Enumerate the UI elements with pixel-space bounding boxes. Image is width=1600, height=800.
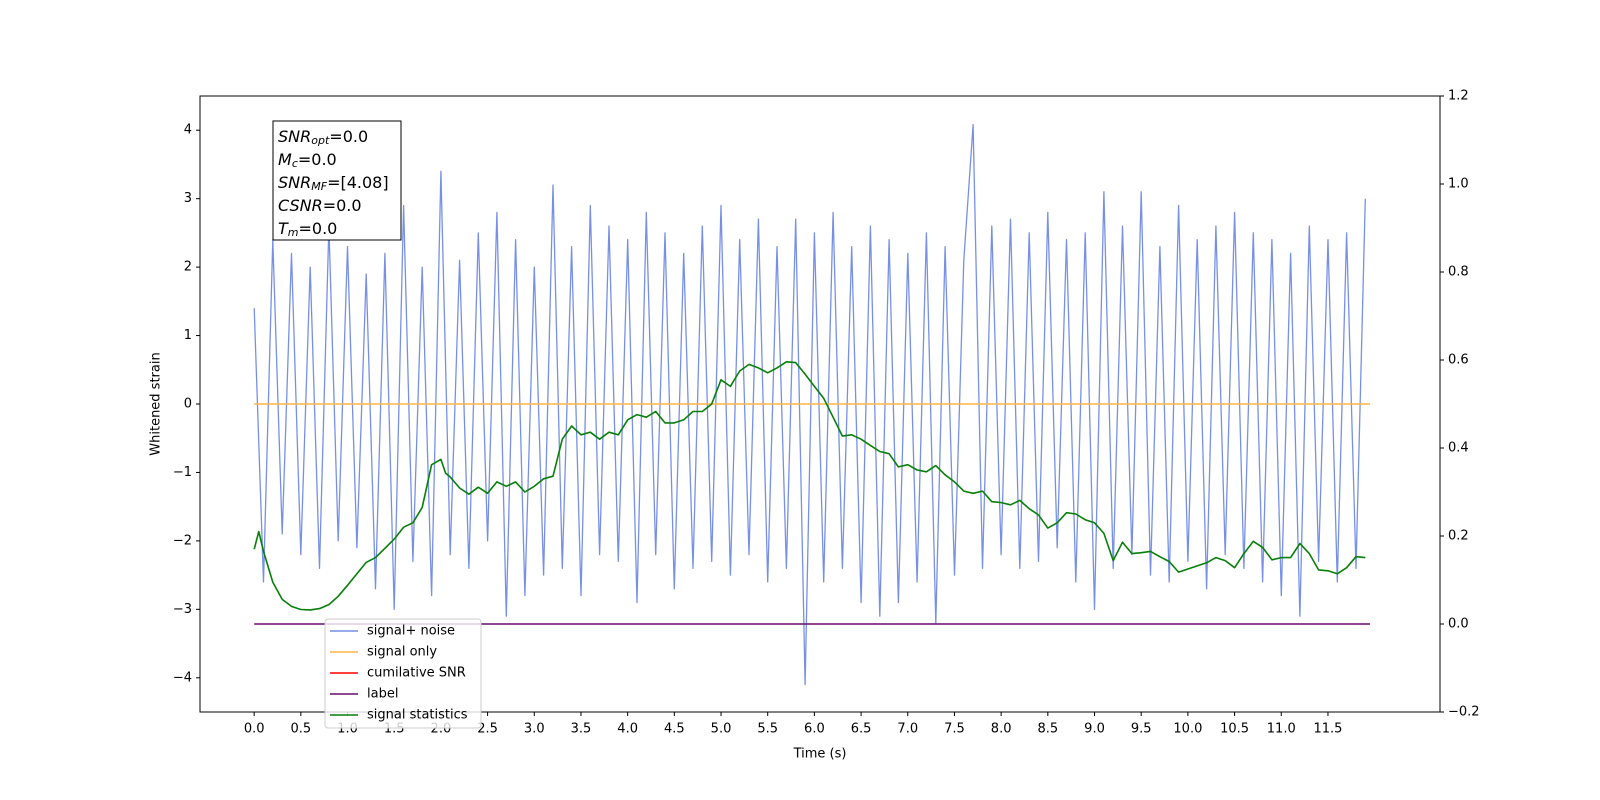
x-tick-label: 11.0 — [1267, 722, 1296, 737]
x-tick-label: 7.5 — [944, 722, 965, 737]
annotation-subscript: MF — [311, 180, 327, 193]
y-tick-label: −1 — [173, 465, 192, 480]
annotation: CSNR=0.0 — [278, 196, 362, 215]
x-tick-label: 9.5 — [1131, 722, 1152, 737]
annotation-subscript: c — [292, 157, 298, 170]
x-tick-label: 8.0 — [991, 722, 1012, 737]
legend-label: signal only — [367, 645, 437, 660]
y2-tick-label: −0.2 — [1448, 705, 1480, 720]
annotation-value: =0.0 — [298, 150, 337, 169]
x-tick-label: 6.5 — [851, 722, 872, 737]
legend-frame — [324, 618, 482, 729]
y2-tick-label: 0.6 — [1448, 353, 1469, 368]
annotation-value: =0.0 — [329, 127, 368, 146]
legend-label: signal statistics — [367, 708, 468, 723]
x-tick-label: 0.0 — [244, 722, 265, 737]
y-tick-label: −4 — [173, 670, 192, 685]
annotation-value: =[4.08] — [327, 173, 389, 192]
x-tick-label: 9.0 — [1084, 722, 1105, 737]
x-tick-label: 4.5 — [664, 722, 685, 737]
x-tick-label: 11.5 — [1313, 722, 1342, 737]
y2-tick-label: 1.2 — [1448, 89, 1469, 104]
y2-tick-label: 0.4 — [1448, 441, 1469, 456]
annotation: Tm=0.0 — [278, 219, 337, 240]
x-tick-label: 5.0 — [711, 722, 732, 737]
y2-tick-label: 0.2 — [1448, 529, 1469, 544]
series-line — [253, 361, 1366, 611]
y-tick-label: 0 — [184, 397, 192, 412]
annotation-symbol: CSNR — [278, 196, 323, 215]
series-line — [253, 124, 1366, 686]
annotation: SNRMF=[4.08] — [278, 173, 389, 194]
annotation: Mc=0.0 — [278, 150, 337, 171]
annotation: SNRopt=0.0 — [278, 127, 368, 148]
annotation-frame — [272, 120, 402, 241]
y-tick-label: −3 — [173, 602, 192, 617]
annotation-box: SNRopt=0.0Mc=0.0SNRMF=[4.08]CSNR=0.0Tm=0… — [272, 120, 402, 241]
annotation-symbol: SNR — [278, 127, 311, 146]
y-tick-label: 2 — [184, 260, 192, 275]
annotation-subscript: m — [288, 226, 299, 239]
legend-label: cumilative SNR — [367, 666, 466, 681]
x-tick-label: 3.0 — [524, 722, 545, 737]
x-tick-label: 2.5 — [477, 722, 498, 737]
x-tick-label: 4.0 — [617, 722, 638, 737]
x-tick-label: 10.0 — [1173, 722, 1202, 737]
legend: signal+ noise signal only cumilative SNR la… — [324, 618, 482, 729]
x-tick-label: 0.5 — [290, 722, 311, 737]
x-axis-label: Time (s) — [793, 747, 847, 762]
x-tick-label: 8.5 — [1037, 722, 1058, 737]
legend-label: label — [367, 687, 398, 702]
y-tick-label: 1 — [184, 328, 192, 343]
y2-tick-label: 0.0 — [1448, 617, 1469, 632]
legend-label: signal+ noise — [367, 624, 455, 639]
y-axis-label: Whitened strain — [149, 352, 164, 455]
x-tick-label: 6.0 — [804, 722, 825, 737]
y-tick-label: 3 — [184, 191, 192, 206]
annotation-symbol: T — [278, 219, 289, 238]
x-tick-label: 10.5 — [1220, 722, 1249, 737]
y2-tick-label: 0.8 — [1448, 265, 1469, 280]
y-tick-label: −2 — [173, 533, 192, 548]
annotation-value: =0.0 — [299, 219, 338, 238]
y-tick-label: 4 — [184, 123, 192, 138]
y2-tick-label: 1.0 — [1448, 177, 1469, 192]
annotation-symbol: M — [278, 150, 292, 169]
x-tick-label: 7.0 — [897, 722, 918, 737]
annotation-subscript: opt — [311, 134, 330, 147]
annotation-symbol: SNR — [278, 173, 311, 192]
x-tick-label: 5.5 — [757, 722, 778, 737]
annotation-value: =0.0 — [323, 196, 362, 215]
x-tick-label: 3.5 — [571, 722, 592, 737]
